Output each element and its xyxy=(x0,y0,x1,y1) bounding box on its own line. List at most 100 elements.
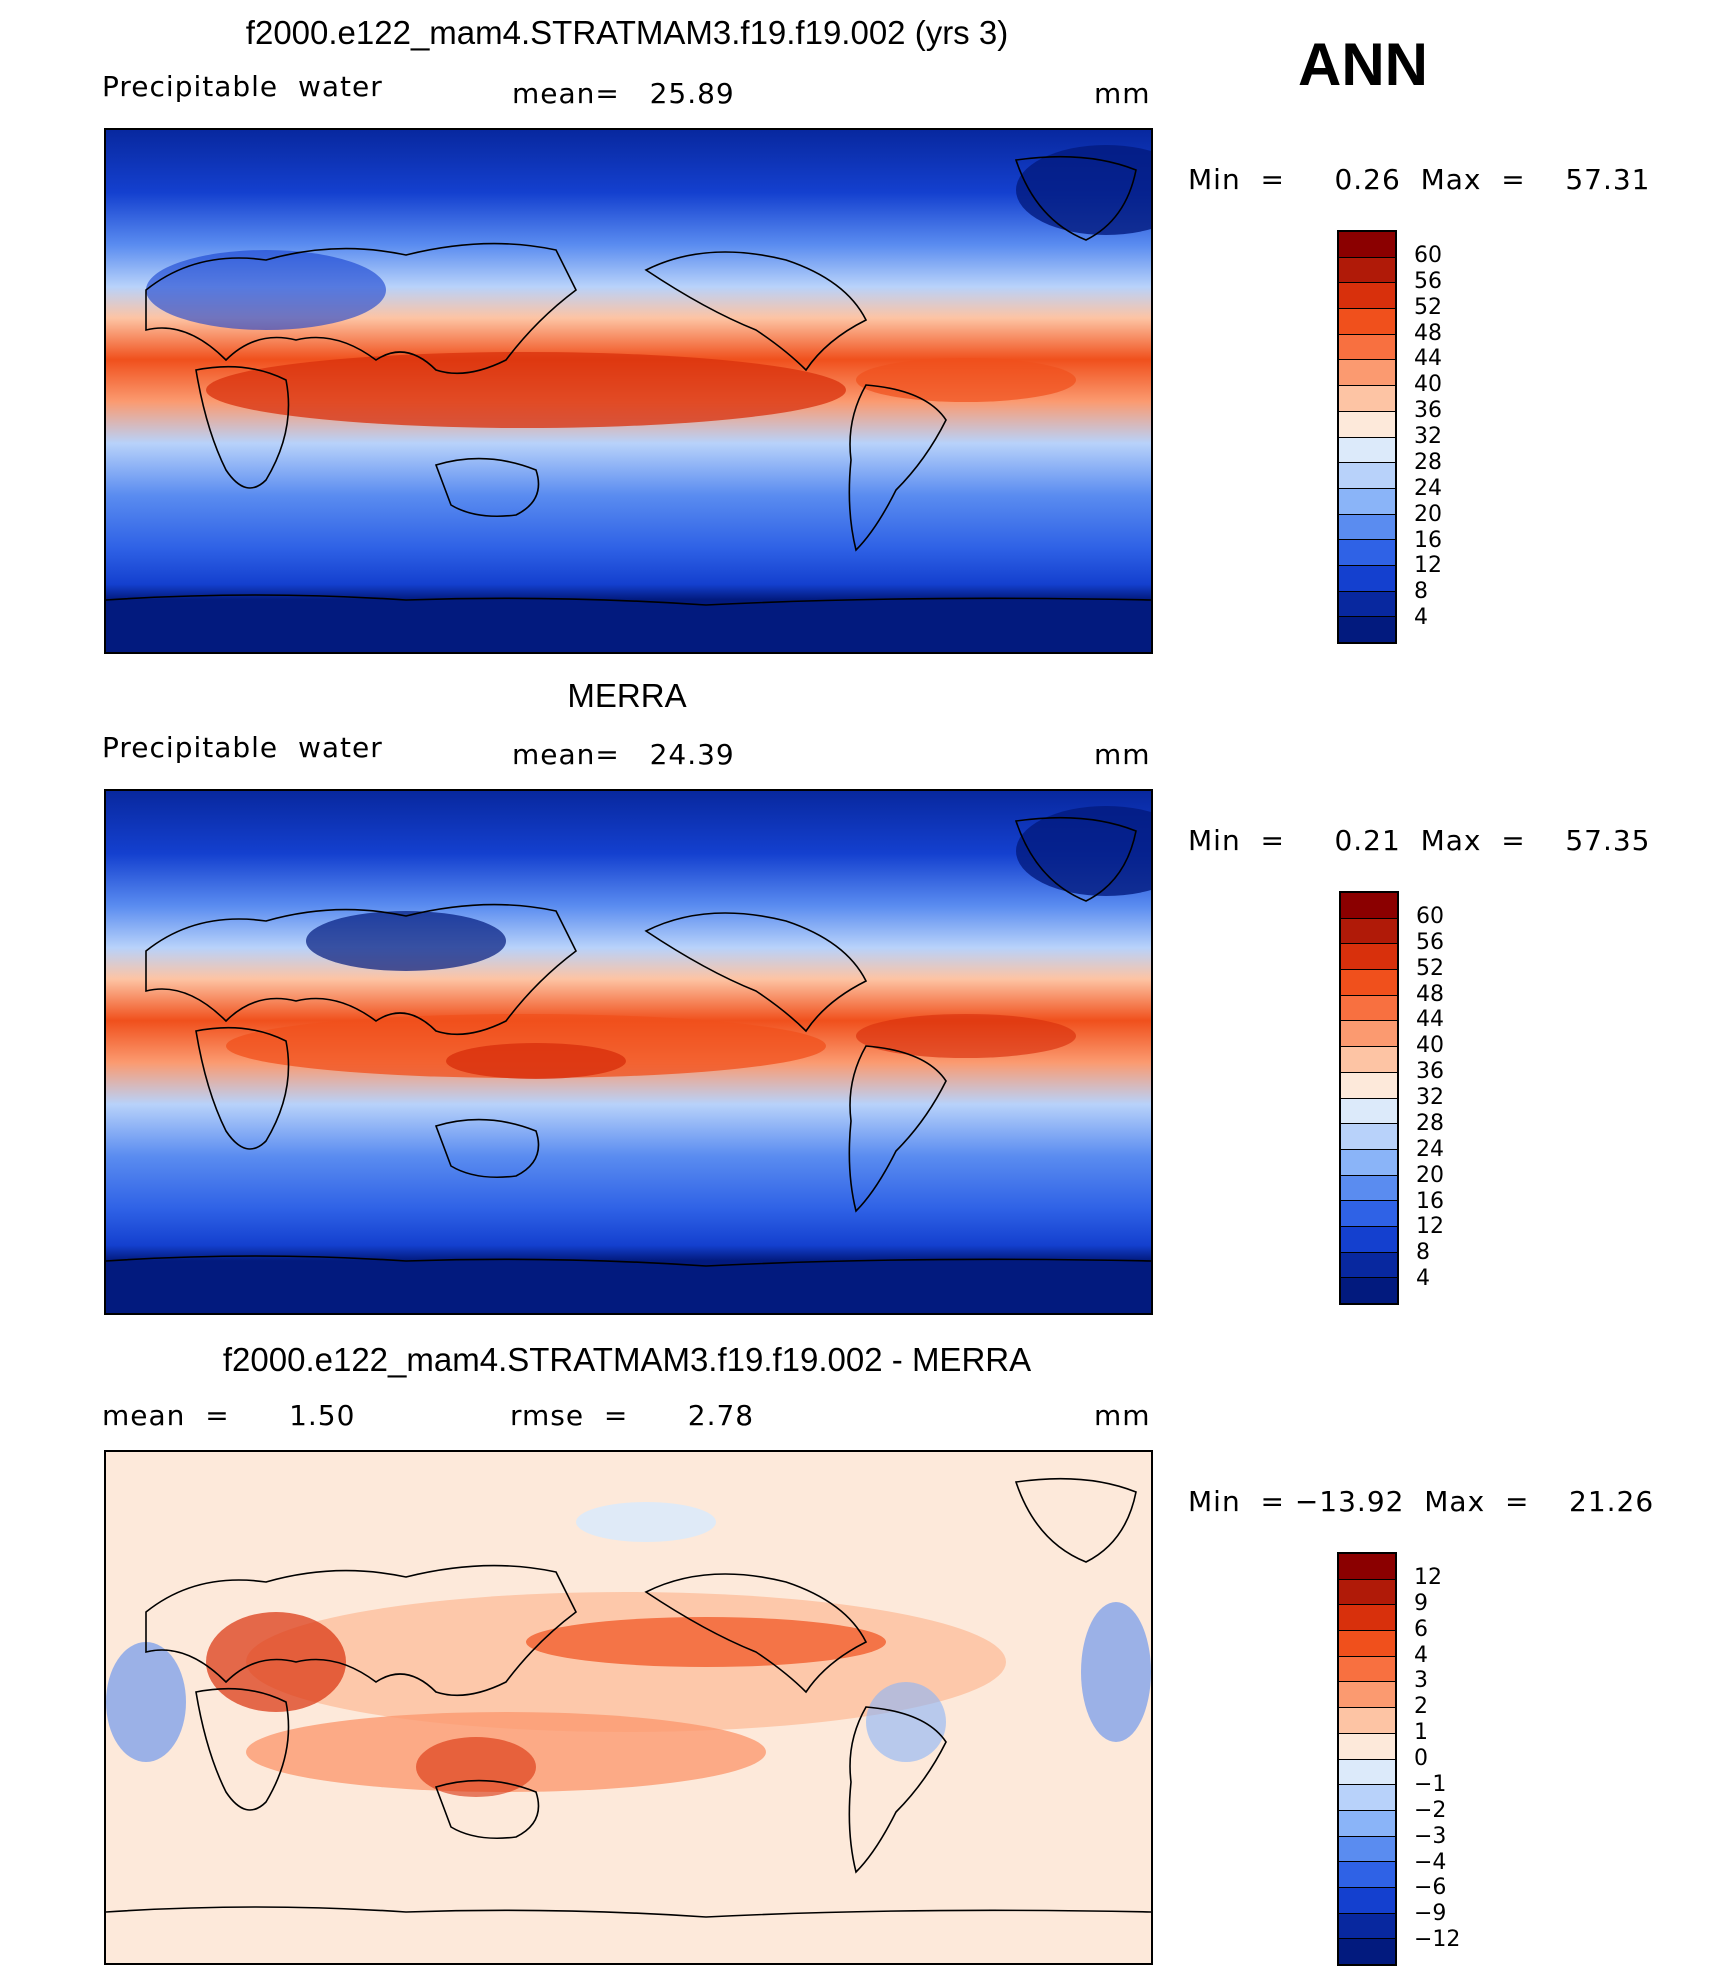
colorbar-swatch xyxy=(1341,918,1397,945)
colorbar-swatch xyxy=(1339,1836,1395,1863)
colorbar-label: −4 xyxy=(1414,1849,1447,1875)
colorbar-swatch xyxy=(1339,334,1395,361)
colorbar-label: −3 xyxy=(1414,1823,1447,1849)
colorbar-label: 52 xyxy=(1416,955,1444,981)
colorbar-swatch xyxy=(1339,1733,1395,1760)
colorbar-swatch xyxy=(1339,360,1395,387)
colorbar-label: −12 xyxy=(1414,1927,1461,1953)
colorbar-swatch xyxy=(1341,1278,1397,1303)
panel-3-colorbar xyxy=(1337,1552,1397,1966)
colorbar-label: 4 xyxy=(1416,1266,1430,1292)
panel-2-variable-label: Precipitable water xyxy=(102,731,383,764)
colorbar-label: 52 xyxy=(1414,294,1442,320)
panel-1-minmax: Min = 0.26 Max = 57.31 xyxy=(1188,163,1651,196)
panel-2-map-field xyxy=(106,791,1151,1313)
colorbar-swatch xyxy=(1339,1913,1395,1940)
colorbar-swatch xyxy=(1339,1708,1395,1734)
panel-2-map xyxy=(104,789,1153,1315)
colorbar-label: 56 xyxy=(1414,268,1442,294)
colorbar-label: 6 xyxy=(1414,1616,1428,1642)
colorbar-label: 48 xyxy=(1416,981,1444,1007)
colorbar-label: 60 xyxy=(1416,903,1444,929)
colorbar-swatch xyxy=(1339,565,1395,592)
colorbar-swatch xyxy=(1339,1605,1395,1632)
colorbar-swatch xyxy=(1341,1175,1397,1202)
colorbar-label: −2 xyxy=(1414,1797,1447,1823)
colorbar-label: 36 xyxy=(1416,1059,1444,1085)
colorbar-label: 0 xyxy=(1414,1746,1428,1771)
colorbar-swatch xyxy=(1341,970,1397,996)
colorbar-swatch xyxy=(1339,1939,1395,1964)
panel-3-colorbar-labels: 12 9 6 4 3 2 1 0 −1 −2 −3 −4 −6 −9 −12 xyxy=(1414,1552,1474,1966)
colorbar-swatch xyxy=(1339,514,1395,541)
colorbar-swatch xyxy=(1339,1887,1395,1914)
colorbar-label: 32 xyxy=(1414,424,1442,449)
colorbar-swatch xyxy=(1339,437,1395,464)
colorbar-swatch xyxy=(1341,1072,1397,1099)
colorbar-label: 12 xyxy=(1416,1214,1444,1240)
colorbar-label: 3 xyxy=(1414,1668,1428,1694)
colorbar-label: 8 xyxy=(1416,1240,1430,1266)
season-label: ANN xyxy=(1298,31,1428,98)
colorbar-swatch xyxy=(1339,1579,1395,1606)
colorbar-label: 2 xyxy=(1414,1694,1428,1720)
colorbar-label: 12 xyxy=(1414,553,1442,579)
colorbar-swatch xyxy=(1339,1810,1395,1837)
colorbar-swatch xyxy=(1339,488,1395,515)
colorbar-label: 4 xyxy=(1414,1642,1428,1668)
panel-1-units: mm xyxy=(1094,77,1151,110)
colorbar-swatch xyxy=(1339,1656,1395,1683)
colorbar-swatch xyxy=(1341,944,1397,971)
panel-2-colorbar xyxy=(1339,891,1399,1305)
panel-1-map xyxy=(104,128,1153,654)
colorbar-label: 36 xyxy=(1414,398,1442,424)
colorbar-label: 8 xyxy=(1414,579,1428,605)
colorbar-swatch xyxy=(1339,1554,1395,1580)
colorbar-swatch xyxy=(1341,1124,1397,1150)
colorbar-label: 32 xyxy=(1416,1085,1444,1110)
panel-2-title: MERRA xyxy=(567,677,687,714)
colorbar-label: 40 xyxy=(1416,1033,1444,1059)
colorbar-label: 24 xyxy=(1414,475,1442,501)
colorbar-label: 48 xyxy=(1414,320,1442,346)
colorbar-swatch xyxy=(1341,1201,1397,1227)
colorbar-swatch xyxy=(1339,283,1395,310)
colorbar-swatch xyxy=(1339,591,1395,618)
panel-1-title: f2000.e122_mam4.STRATMAM3.f19.f19.002 (y… xyxy=(245,14,1009,51)
colorbar-label: 44 xyxy=(1416,1007,1444,1033)
colorbar-swatch xyxy=(1339,463,1395,489)
panel-1-map-field xyxy=(106,130,1151,652)
panel-2-minmax: Min = 0.21 Max = 57.35 xyxy=(1188,824,1651,857)
panel-2-mean: mean= 24.39 xyxy=(512,738,735,771)
colorbar-swatch xyxy=(1339,257,1395,284)
colorbar-label: 20 xyxy=(1414,501,1442,527)
panel-1-colorbar xyxy=(1337,230,1397,644)
panel-3-mean: mean = 1.50 xyxy=(102,1399,356,1432)
panel-3-units: mm xyxy=(1094,1399,1151,1432)
colorbar-swatch xyxy=(1341,893,1397,919)
colorbar-swatch xyxy=(1341,995,1397,1022)
colorbar-swatch xyxy=(1339,386,1395,412)
panel-1-variable-label: Precipitable water xyxy=(102,70,383,103)
panel-3-map-field xyxy=(106,1452,1151,1963)
colorbar-label: 9 xyxy=(1414,1590,1428,1616)
colorbar-swatch xyxy=(1339,1785,1395,1811)
colorbar-swatch xyxy=(1339,1862,1395,1888)
colorbar-label: −6 xyxy=(1414,1875,1447,1901)
colorbar-swatch xyxy=(1339,232,1395,258)
panel-1-mean: mean= 25.89 xyxy=(512,77,735,110)
colorbar-label: 1 xyxy=(1414,1720,1428,1746)
colorbar-swatch xyxy=(1339,617,1395,642)
colorbar-swatch xyxy=(1339,1631,1395,1657)
colorbar-swatch xyxy=(1339,309,1395,335)
colorbar-swatch xyxy=(1341,1252,1397,1279)
panel-2-colorbar-labels: 60 56 52 48 44 40 36 32 28 24 20 16 12 8 4 xyxy=(1416,891,1476,1305)
colorbar-swatch xyxy=(1339,1682,1395,1709)
panel-3-title: f2000.e122_mam4.STRATMAM3.f19.f19.002 - … xyxy=(222,1341,1032,1378)
colorbar-label: 28 xyxy=(1414,449,1442,475)
colorbar-swatch xyxy=(1339,1759,1395,1786)
colorbar-label: 60 xyxy=(1414,242,1442,268)
colorbar-swatch xyxy=(1341,1098,1397,1125)
colorbar-label: 12 xyxy=(1414,1564,1442,1590)
colorbar-label: 16 xyxy=(1416,1188,1444,1214)
